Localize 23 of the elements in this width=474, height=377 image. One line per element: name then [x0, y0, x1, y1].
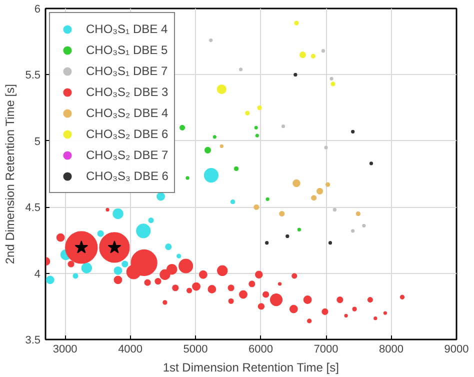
- legend-label: CHO₃S₃ DBE 6: [86, 169, 168, 183]
- legend-label: CHO₃S₂ DBE 6: [86, 127, 168, 141]
- legend-label: CHO₃S₂ DBE 7: [86, 148, 168, 162]
- x-axis-title: 1st Dimension Retention Time [s]: [162, 360, 339, 374]
- y-tick-label: 6: [34, 4, 41, 16]
- x-tick-label: 7000: [314, 344, 338, 356]
- x-tick-label: 5000: [183, 344, 208, 356]
- x-tick-label: 8000: [379, 344, 404, 356]
- x-tick-label: 6000: [248, 344, 274, 356]
- y-tick-label: 4: [34, 268, 41, 280]
- y-tick-label: 4.5: [25, 202, 41, 214]
- legend-label: CHO₃S₂ DBE 4: [86, 106, 168, 120]
- x-tick-label: 9000: [444, 344, 469, 356]
- legend-label: CHO₃S₂ DBE 3: [86, 85, 168, 99]
- x-tick-label: 4000: [118, 344, 143, 356]
- legend-label: CHO₃S₁ DBE 5: [86, 43, 168, 57]
- y-tick-label: 5: [34, 136, 41, 148]
- y-axis-title: 2nd Dimension Retention Time [s]: [3, 84, 18, 264]
- x-tick-label: 3000: [52, 344, 78, 356]
- legend-label: CHO₃S₁ DBE 7: [86, 64, 168, 78]
- y-tick-label: 5.5: [25, 70, 41, 82]
- legend-label: CHO₃S₁ DBE 4: [86, 22, 168, 36]
- y-tick-label: 3.5: [25, 334, 41, 346]
